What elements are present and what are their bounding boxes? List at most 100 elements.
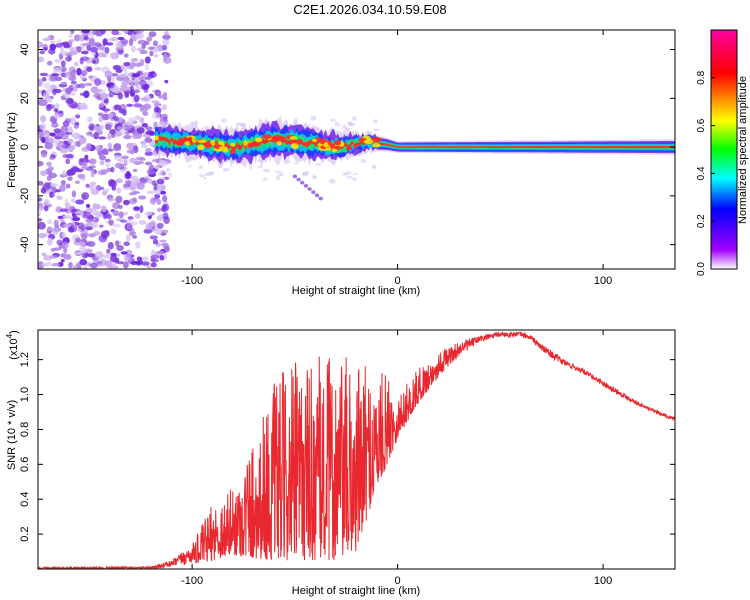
heatmap-noise-cell (139, 205, 144, 213)
heatmap-peak-cell (334, 145, 342, 150)
heatmap-peak-cell (276, 140, 282, 146)
heatmap-noise-cell (40, 170, 47, 177)
heatmap-faint-cell (352, 172, 358, 176)
scale-factor-base: (x10 (8, 338, 20, 359)
heatmap-noise-cell (156, 178, 165, 185)
heatmap-noise-cell (85, 218, 94, 223)
heatmap-noise-cell (118, 108, 126, 114)
heatmap-noise-cell (132, 73, 140, 78)
heatmap-noise-cell (129, 231, 137, 235)
snr-series-line (38, 330, 675, 569)
heatmap-noise-cell (150, 262, 157, 268)
heatmap-noise-cell (38, 131, 45, 137)
heatmap-x-tick-label: -100 (181, 275, 203, 287)
heatmap-noise-cell (107, 197, 114, 202)
line-chart-y-tick-label: 0.2 (19, 526, 31, 541)
heatmap-faint-cell (342, 172, 347, 176)
heatmap-noise-cell (103, 99, 109, 104)
heatmap-faint-cell (351, 116, 357, 121)
heatmap-noise-cell (128, 198, 137, 205)
heatmap-noise-cell (90, 86, 99, 94)
colorbar-tick-label: 0.8 (696, 70, 707, 84)
heatmap-noise-cell (85, 203, 91, 208)
heatmap-noise-cell (152, 238, 159, 245)
heatmap-noise-cell (144, 176, 150, 180)
heatmap-noise-cell (67, 176, 73, 181)
heatmap-noise-cell (74, 251, 82, 255)
heatmap-noise-cell (125, 252, 132, 259)
heatmap-noise-cell (128, 65, 135, 70)
heatmap-noise-cell (50, 193, 56, 198)
heatmap-faint-cell (346, 175, 353, 179)
heatmap-peak-cell (329, 143, 334, 148)
heatmap-noise-cell (71, 217, 80, 221)
heatmap-noise-cell (42, 44, 48, 51)
heatmap-noise-cell (115, 68, 123, 74)
heatmap-noise-cell (44, 199, 50, 205)
heatmap-noise-cell (139, 117, 145, 124)
heatmap-noise-cell (138, 220, 147, 225)
heatmap-noise-cell (69, 117, 77, 125)
heatmap-panel: -100 0 100 -40 -20 0 20 40 Height of straight … (6, 29, 676, 297)
heatmap-noise-cell (90, 133, 100, 138)
heatmap-noise-cell (50, 123, 59, 127)
heatmap-noise-cell (162, 38, 170, 46)
heatmap-noise-cell (141, 256, 149, 261)
heatmap-noise-cell (49, 43, 57, 51)
heatmap-noise-cell (38, 211, 41, 217)
heatmap-noise-cell (138, 157, 146, 161)
heatmap-noise-cell (70, 144, 76, 150)
heatmap-noise-cell (127, 216, 134, 220)
heatmap-noise-cell (97, 112, 104, 117)
heatmap-noise-cell (134, 213, 141, 220)
heatmap-noise-cell (41, 252, 47, 257)
heatmap-noise-cell (81, 50, 89, 55)
heatmap-noise-cell (144, 137, 153, 143)
heatmap-peak-cell (323, 142, 329, 148)
heatmap-noise-cell (55, 43, 63, 48)
heatmap-noise-cell (112, 210, 120, 217)
heatmap-noise-cell (99, 159, 105, 166)
heatmap-noise-cell (65, 73, 71, 79)
scale-factor-exponent: 4 (5, 333, 14, 338)
heatmap-noise-cell (129, 186, 137, 191)
heatmap-noise-cell (122, 261, 129, 269)
heatmap-noise-cell (65, 183, 71, 189)
heatmap-noise-cell (72, 132, 81, 140)
heatmap-noise-cell (59, 149, 68, 154)
heatmap-noise-cell (116, 261, 125, 265)
heatmap-noise-cell (100, 205, 107, 213)
heatmap-noise-cell (81, 192, 90, 200)
heatmap-noise-cell (144, 63, 150, 71)
heatmap-noise-cell (69, 70, 76, 79)
heatmap-noise-cell (145, 148, 152, 153)
heatmap-noise-cell (162, 92, 168, 99)
heatmap-peak-cell (255, 137, 263, 143)
heatmap-noise-cell (73, 61, 79, 67)
heatmap-noise-cell (159, 255, 165, 261)
heatmap-noise-cell (117, 36, 125, 41)
heatmap-noise-cell (38, 42, 42, 47)
heatmap-noise-cell (106, 213, 112, 220)
heatmap-noise-cell (99, 224, 104, 228)
heatmap-noise-cell (145, 223, 153, 230)
heatmap-noise-cell (109, 254, 118, 263)
heatmap-noise-cell (139, 106, 149, 113)
heatmap-noise-cell (56, 239, 63, 246)
heatmap-noise-cell (110, 228, 117, 235)
heatmap-noise-cell (107, 241, 114, 250)
heatmap-noise-cell (159, 239, 167, 243)
heatmap-noise-cell (118, 73, 127, 79)
heatmap-noise-cell (125, 170, 131, 178)
heatmap-peak-cell (247, 142, 254, 148)
heatmap-noise-cell (67, 138, 74, 145)
heatmap-noise-cell (75, 114, 81, 119)
heatmap-noise-cell (151, 100, 160, 104)
heatmap-noise-cell (78, 136, 87, 145)
heatmap-noise-cell (111, 30, 120, 36)
heatmap-noise-cell (53, 219, 59, 226)
figure-title: C2E1.2026.034.10.59.E08 (293, 2, 446, 17)
heatmap-noise-cell (127, 117, 136, 125)
heatmap-noise-cell (123, 199, 130, 206)
heatmap-y-axis-label: Frequency (Hz) (6, 112, 18, 188)
